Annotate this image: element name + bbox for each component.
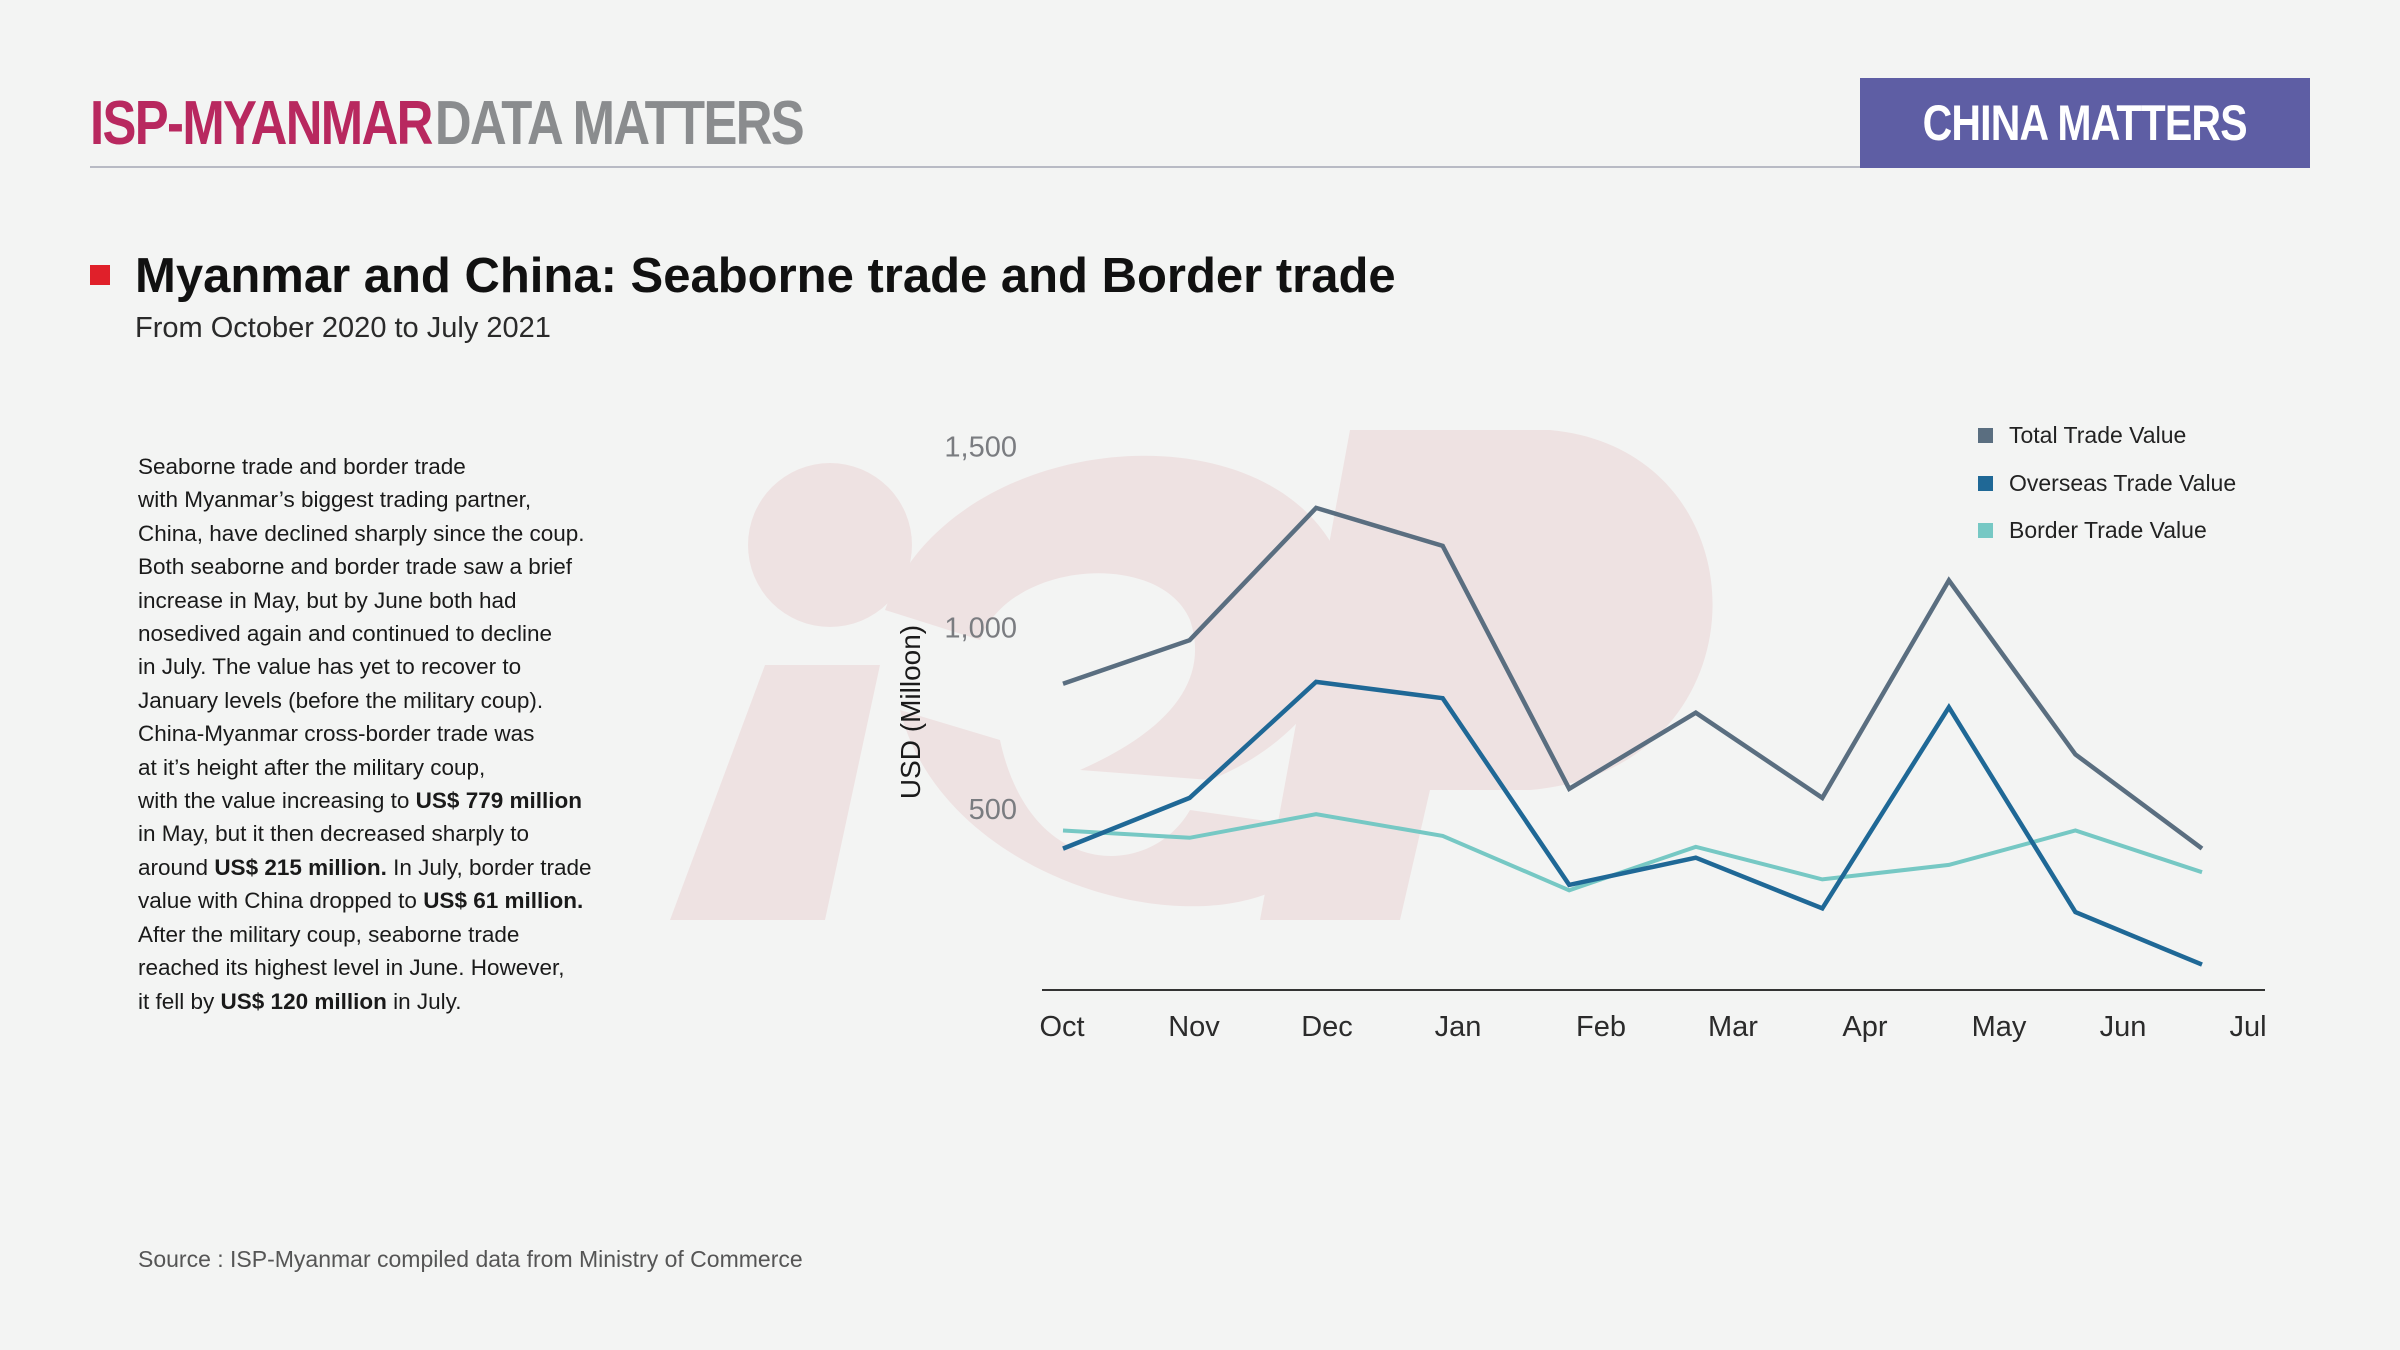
description-line: in July. The value has yet to recover to [138, 650, 658, 683]
legend-item: Total Trade Value [1978, 412, 2236, 460]
description-run: at it’s height after the military coup, [138, 754, 486, 780]
title-marker-square [90, 265, 110, 285]
page-title: Myanmar and China: Seaborne trade and Bo… [135, 249, 1396, 303]
description-run: Both seaborne and border trade saw a bri… [138, 554, 573, 580]
description-run: in May, but it then decreased sharply to [138, 821, 530, 847]
description-run: January levels (before the military coup… [138, 687, 544, 713]
legend-swatch [1978, 475, 1993, 491]
description-run: with Myanmar’s biggest trading partner, [138, 487, 532, 513]
x-tick-label: May [1972, 1011, 2027, 1043]
description-text: Seaborne trade and border trade with Myan… [138, 450, 658, 1018]
x-tick-label: Nov [1168, 1011, 1220, 1043]
description-line: in May, but it then decreased sharply to [138, 817, 658, 850]
x-tick-label: Dec [1301, 1011, 1353, 1043]
legend-label: Border Trade Value [2009, 517, 2207, 544]
legend-label: Overseas Trade Value [2009, 469, 2237, 496]
description-line: value with China dropped to US$ 61 milli… [138, 884, 658, 917]
description-line: Both seaborne and border trade saw a bri… [138, 550, 658, 583]
legend-item: Overseas Trade Value [1978, 460, 2236, 508]
description-highlight: US$ 120 million [220, 988, 387, 1014]
description-line: January levels (before the military coup… [138, 684, 658, 717]
description-line: nosedived again and continued to decline [138, 617, 658, 650]
legend-swatch [1978, 428, 1993, 444]
description-line: increase in May, but by June both had [138, 584, 658, 617]
series-lines [1062, 505, 2204, 967]
page-subtitle: From October 2020 to July 2021 [135, 312, 551, 344]
description-line: it fell by US$ 120 million in July. [138, 985, 658, 1018]
y-axis-title: USD (Milloon) [895, 625, 926, 799]
description-run: with the value increasing to [138, 788, 416, 814]
source-note: Source : ISP-Myanmar compiled data from … [138, 1246, 803, 1272]
x-tick-label: Feb [1576, 1011, 1626, 1043]
y-tick-label: 1,000 [944, 613, 1017, 645]
description-line: around US$ 215 million. In July, border … [138, 851, 658, 884]
series-line-border-trade-value [1062, 812, 2203, 893]
brand-logo: ISP-MYANMARDATA MATTERS [90, 88, 805, 159]
description-run: around [138, 854, 215, 880]
x-tick-label: Mar [1708, 1011, 1758, 1043]
section-badge-label: CHINA MATTERS [1922, 95, 2248, 151]
x-tick-label: Jan [1435, 1011, 1482, 1043]
description-run: China-Myanmar cross-border trade was [138, 721, 535, 747]
x-tick-label: Oct [1039, 1011, 1084, 1043]
watermark-logo [670, 430, 1713, 920]
description-highlight: US$ 215 million. [214, 854, 387, 880]
description-line: Seaborne trade and border trade [138, 450, 658, 483]
description-run: in July. [386, 988, 462, 1014]
legend-item: Border Trade Value [1978, 507, 2236, 555]
description-line: China-Myanmar cross-border trade was [138, 717, 658, 750]
description-run: Seaborne trade and border trade [138, 454, 466, 479]
description-line: China, have declined sharply since the c… [138, 517, 658, 550]
series-line-overseas-trade-value [1062, 679, 2203, 967]
description-line: at it’s height after the military coup, [138, 751, 658, 784]
description-run: In July, border trade [386, 854, 592, 880]
y-tick-label: 500 [969, 794, 1017, 826]
description-run: reached its highest level in June. Howev… [138, 955, 565, 981]
section-badge: CHINA MATTERS [1860, 78, 2310, 168]
description-line: reached its highest level in June. Howev… [138, 951, 658, 984]
description-line: with the value increasing to US$ 779 mil… [138, 784, 658, 817]
description-run: it fell by [138, 988, 221, 1014]
legend-swatch [1978, 523, 1993, 539]
x-tick-label: Jun [2100, 1011, 2147, 1043]
description-line: After the military coup, seaborne trade [138, 918, 658, 951]
series-line-total-trade-value [1062, 505, 2204, 851]
x-tick-label: Apr [1842, 1011, 1887, 1043]
description-run: China, have declined sharply since the c… [138, 520, 585, 546]
legend-label: Total Trade Value [2009, 422, 2187, 449]
x-tick-label: Jul [2229, 1011, 2266, 1043]
description-highlight: US$ 779 million [415, 788, 582, 814]
description-line: with Myanmar’s biggest trading partner, [138, 483, 658, 516]
chart-legend: Total Trade Value Overseas Trade Value Bor… [1978, 412, 2236, 555]
header-divider [90, 166, 1860, 168]
description-run: nosedived again and continued to decline [138, 621, 553, 647]
description-highlight: US$ 61 million. [423, 888, 584, 914]
description-run: After the military coup, seaborne trade [138, 921, 520, 947]
x-axis-ticks: Oct Nov Dec Jan Feb Mar Apr May Jun Jul [1039, 1011, 2266, 1043]
y-axis-ticks: 500 1,000 1,500 [944, 431, 1017, 826]
description-run: in July. The value has yet to recover to [138, 654, 522, 680]
brand-sub-text: DATA MATTERS [434, 89, 805, 158]
description-run: increase in May, but by June both had [138, 587, 517, 613]
y-tick-label: 1,500 [944, 431, 1017, 463]
description-run: value with China dropped to [138, 888, 424, 914]
brand-main-text: ISP-MYANMAR [90, 89, 433, 158]
